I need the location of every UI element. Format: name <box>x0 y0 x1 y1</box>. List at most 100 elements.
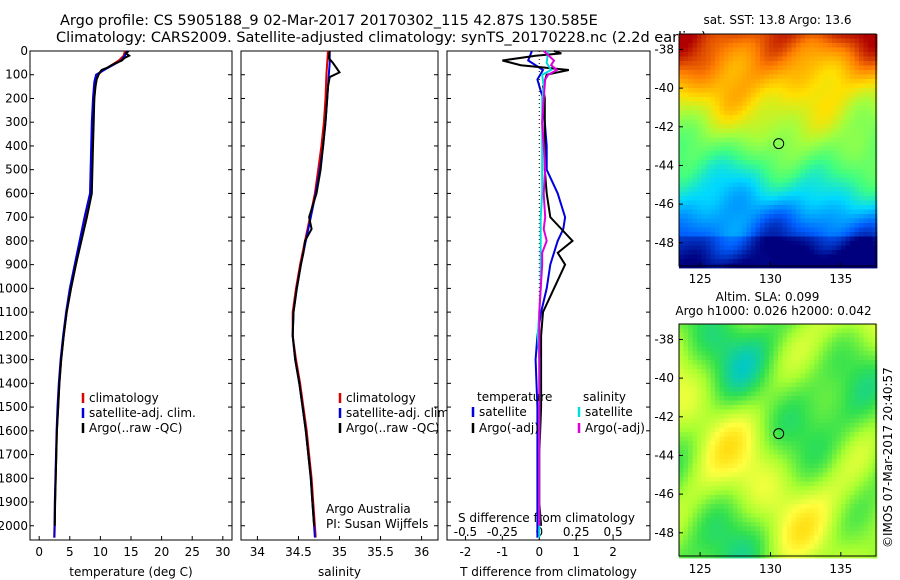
map-cell <box>800 245 806 251</box>
map-cell <box>679 232 684 237</box>
map-cell <box>863 423 869 428</box>
map-cell <box>755 137 761 143</box>
map-cell <box>737 346 743 352</box>
map-cell <box>697 522 702 527</box>
map-cell <box>796 477 801 482</box>
map-cell <box>737 382 743 388</box>
map-cell <box>796 43 801 48</box>
map-cell <box>679 155 684 161</box>
map-cell <box>832 445 837 451</box>
map-cell <box>701 387 707 392</box>
map-cell <box>791 504 797 509</box>
map-cell <box>782 38 788 44</box>
map-cell <box>778 97 783 102</box>
map-cell <box>845 214 851 219</box>
map-cell <box>836 254 842 260</box>
map-cell <box>679 355 684 361</box>
map-cell <box>683 481 689 487</box>
map-cell <box>872 115 878 120</box>
map-cell <box>719 83 725 89</box>
map-cell <box>692 468 698 473</box>
map-cell <box>706 137 711 143</box>
map-cell <box>868 137 873 143</box>
map-cell <box>872 205 878 210</box>
map-cell <box>710 254 716 260</box>
map-cell <box>823 540 828 545</box>
map-cell <box>773 151 779 156</box>
map-cell <box>683 441 689 446</box>
map-cell <box>679 450 684 455</box>
map-cell <box>733 232 738 237</box>
map-cell <box>697 504 702 509</box>
map-cell <box>805 490 810 496</box>
map-cell <box>760 324 765 329</box>
map-cell <box>863 486 869 491</box>
map-cell <box>796 137 801 143</box>
map-cell <box>710 454 716 460</box>
map-cell <box>697 391 702 397</box>
map-cell <box>724 549 729 554</box>
map-cell <box>724 490 729 496</box>
map-cell <box>841 61 846 66</box>
map-cell <box>805 369 810 374</box>
map-cell <box>683 218 689 224</box>
map-cell <box>769 382 774 388</box>
map-cell <box>845 423 851 428</box>
map-cell <box>679 38 684 44</box>
map-cell <box>706 56 711 62</box>
map-cell <box>809 355 815 361</box>
map-cell <box>854 83 860 89</box>
map-cell <box>841 106 846 111</box>
map-cell <box>697 142 702 147</box>
map-cell <box>710 544 716 550</box>
map-cell <box>796 92 801 98</box>
map-cell <box>823 378 828 383</box>
map-cell <box>791 391 797 397</box>
map-cell <box>841 364 846 370</box>
map-cell <box>755 364 761 370</box>
map-cell <box>827 445 833 451</box>
map-cell <box>836 214 842 219</box>
map-cell <box>796 400 801 406</box>
map-cell <box>809 432 815 437</box>
map-cell <box>728 495 734 500</box>
map-cell <box>692 79 698 84</box>
y-tick-label: 700 <box>5 210 28 224</box>
map-cell <box>778 106 783 111</box>
map-cell <box>832 142 837 147</box>
map-cell <box>868 540 873 545</box>
map-cell <box>724 387 729 392</box>
map-cell <box>845 333 851 338</box>
map-cell <box>715 373 720 379</box>
map-cell <box>836 209 842 215</box>
map-cell <box>755 513 761 518</box>
map-cell <box>679 146 684 152</box>
map-cell <box>706 463 711 469</box>
map-cell <box>737 373 743 379</box>
map-cell <box>850 124 855 129</box>
map-cell <box>755 79 761 84</box>
map-cell <box>679 250 684 255</box>
map-cell <box>706 205 711 210</box>
map-cell <box>841 378 846 383</box>
map-cell <box>719 70 725 75</box>
map-cell <box>850 70 855 75</box>
map-cell <box>697 110 702 116</box>
map-cell <box>845 355 851 361</box>
map-cell <box>755 101 761 107</box>
map-cell <box>800 155 806 161</box>
map-cell <box>751 495 756 500</box>
map-y-tick-label: -40 <box>654 371 674 385</box>
map-cell <box>836 441 842 446</box>
map-cell <box>728 218 734 224</box>
map-cell <box>737 101 743 107</box>
map-cell <box>791 360 797 365</box>
map-cell <box>787 119 792 125</box>
map-cell <box>836 119 842 125</box>
map-cell <box>764 160 770 165</box>
map-cell <box>769 214 774 219</box>
map-cell <box>751 432 756 437</box>
map-cell <box>841 250 846 255</box>
map-cell <box>715 173 720 179</box>
map-cell <box>710 387 716 392</box>
